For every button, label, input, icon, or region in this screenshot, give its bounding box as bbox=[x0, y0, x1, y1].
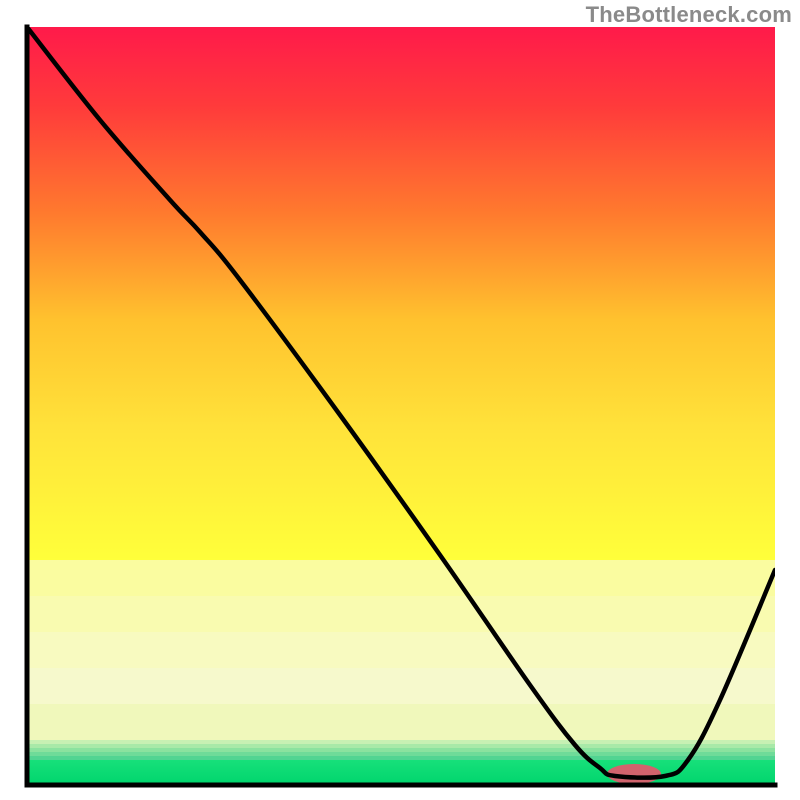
pale-stripe bbox=[27, 668, 775, 705]
pale-stripe bbox=[27, 560, 775, 597]
mint-stripe bbox=[27, 744, 775, 749]
chart-container: TheBottleneck.com bbox=[0, 0, 800, 800]
mint-stripe bbox=[27, 740, 775, 745]
chart-svg bbox=[0, 0, 800, 800]
mint-stripe bbox=[27, 756, 775, 761]
gradient-top bbox=[27, 27, 775, 560]
pale-stripe bbox=[27, 704, 775, 741]
watermark-text: TheBottleneck.com bbox=[586, 2, 792, 28]
plot-area bbox=[27, 27, 775, 785]
mint-stripe bbox=[27, 748, 775, 753]
green-band bbox=[27, 760, 775, 785]
mint-stripe bbox=[27, 752, 775, 757]
pale-stripe bbox=[27, 596, 775, 633]
pale-stripe bbox=[27, 632, 775, 669]
